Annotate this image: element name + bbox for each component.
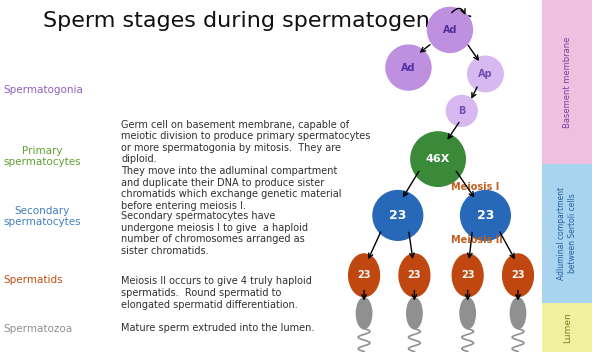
Ellipse shape xyxy=(411,132,465,186)
Text: Germ cell on basement membrane, capable of
meiotic division to produce primary s: Germ cell on basement membrane, capable … xyxy=(121,120,371,211)
Text: 23: 23 xyxy=(389,209,407,222)
Text: Spermatogonia: Spermatogonia xyxy=(3,85,83,95)
Ellipse shape xyxy=(356,298,372,329)
Text: Spermatozoa: Spermatozoa xyxy=(3,324,72,334)
Text: Ad: Ad xyxy=(443,25,457,35)
Text: Ad: Ad xyxy=(401,63,416,73)
Text: Sperm stages during spermatogenesis: Sperm stages during spermatogenesis xyxy=(43,11,472,31)
Text: 23: 23 xyxy=(358,270,371,280)
Text: Mature sperm extruded into the lumen.: Mature sperm extruded into the lumen. xyxy=(121,323,315,333)
Bar xyxy=(542,164,592,303)
Ellipse shape xyxy=(373,190,423,240)
Bar xyxy=(542,0,592,164)
Ellipse shape xyxy=(386,45,431,90)
Text: Primary
spermatocytes: Primary spermatocytes xyxy=(3,146,81,168)
Ellipse shape xyxy=(399,254,430,297)
Ellipse shape xyxy=(461,190,510,240)
Text: 23: 23 xyxy=(511,270,525,280)
Text: Meiosis I: Meiosis I xyxy=(451,182,500,192)
Text: Meiosis II: Meiosis II xyxy=(451,235,503,245)
Text: 23: 23 xyxy=(408,270,421,280)
Text: Secondary spermatocytes have
undergone meiosis I to give  a haploid
number of ch: Secondary spermatocytes have undergone m… xyxy=(121,211,308,256)
Ellipse shape xyxy=(460,298,475,329)
Text: Adluminal compartment
between Sertoli cells: Adluminal compartment between Sertoli ce… xyxy=(558,187,577,280)
Ellipse shape xyxy=(446,95,477,126)
Text: Spermatids: Spermatids xyxy=(3,275,63,285)
Ellipse shape xyxy=(427,7,472,52)
Text: Secondary
spermatocytes: Secondary spermatocytes xyxy=(3,206,81,227)
Text: Basement membrane: Basement membrane xyxy=(562,36,572,127)
Ellipse shape xyxy=(407,298,422,329)
Text: Meiosis II occurs to give 4 truly haploid
spermatids.  Round spermatid to
elonga: Meiosis II occurs to give 4 truly haploi… xyxy=(121,276,312,309)
Ellipse shape xyxy=(452,254,483,297)
Ellipse shape xyxy=(468,56,503,92)
Ellipse shape xyxy=(510,298,526,329)
Ellipse shape xyxy=(349,254,379,297)
Text: 46X: 46X xyxy=(426,154,451,164)
Text: Lumen: Lumen xyxy=(562,312,572,343)
Text: Ap: Ap xyxy=(478,69,493,79)
Ellipse shape xyxy=(503,254,533,297)
Text: B: B xyxy=(458,106,465,116)
Text: 23: 23 xyxy=(461,270,474,280)
Bar xyxy=(542,303,592,352)
Text: 23: 23 xyxy=(477,209,494,222)
